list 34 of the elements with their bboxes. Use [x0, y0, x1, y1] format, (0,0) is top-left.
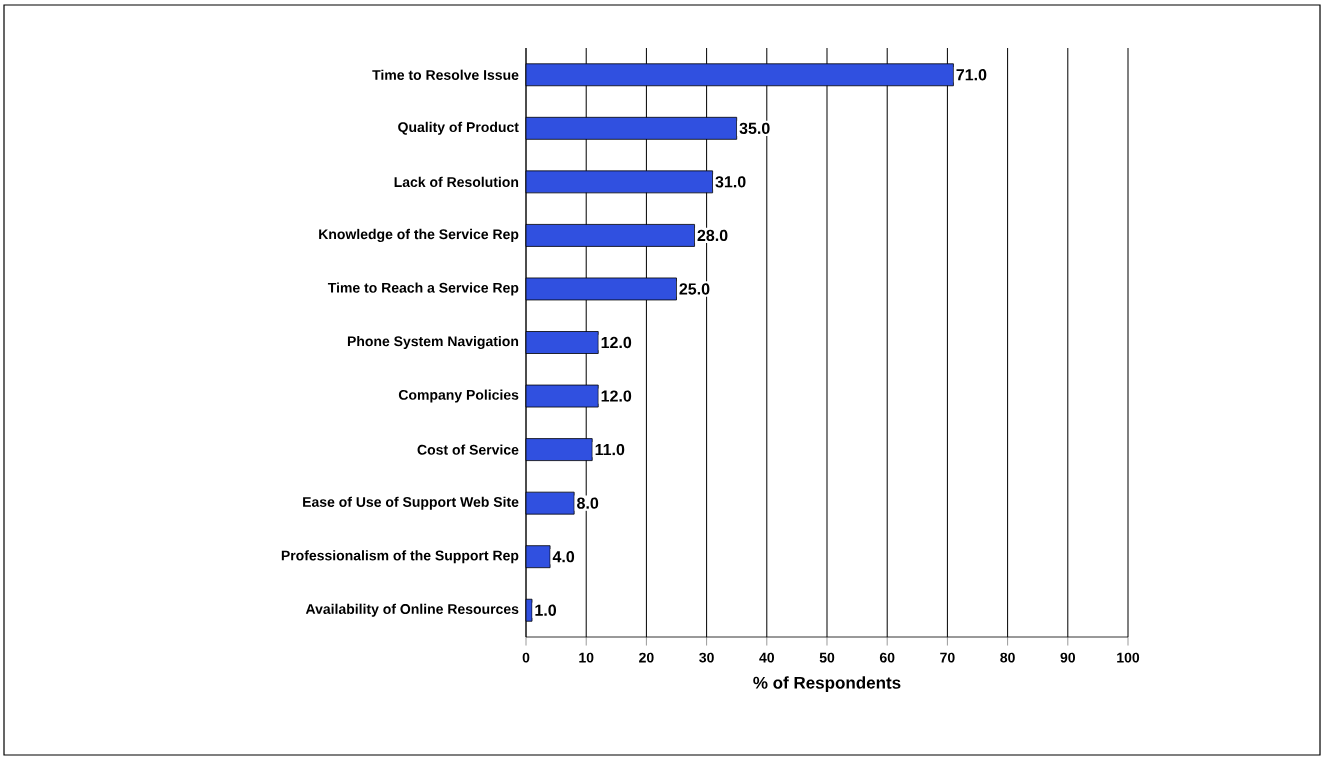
y-tick-label: Knowledge of the Service Rep: [319, 228, 519, 242]
data-label: 71.0: [956, 69, 987, 81]
x-tick-label: 10: [579, 652, 594, 663]
data-label: 8.0: [577, 497, 599, 509]
data-label: 4.0: [552, 551, 575, 563]
data-label: 12.0: [601, 336, 632, 349]
x-axis-title: % of Respondents: [753, 676, 901, 693]
y-tick-label: Quality of Product: [398, 121, 519, 135]
y-tick-label: Time to Reach a Service Rep: [327, 282, 519, 296]
data-label: 31.0: [715, 176, 746, 188]
y-tick-label: Professionalism of the Support Rep: [281, 550, 519, 564]
y-tick-label: Cost of Service: [417, 444, 519, 455]
data-label: 35.0: [739, 122, 770, 135]
data-label: 11.0: [595, 443, 625, 456]
y-tick-label: Ease of Use of Support Web Site: [303, 496, 519, 510]
x-tick-label: 50: [819, 652, 835, 663]
x-tick-label: 30: [699, 652, 714, 663]
x-tick-label: 100: [1117, 652, 1140, 663]
data-label: 25.0: [679, 283, 710, 295]
y-tick-label: Time to Resolve Issue: [372, 69, 519, 80]
y-tick-label: Availability of Online Resources: [305, 603, 519, 617]
y-tick-label: Phone System Navigation: [347, 335, 519, 350]
x-tick-label: 60: [879, 652, 895, 663]
x-tick-label: 40: [759, 652, 775, 663]
data-label: 1.0: [535, 604, 557, 616]
x-tick-label: 80: [1000, 652, 1015, 663]
x-tick-label: 0: [522, 652, 530, 663]
data-label: 28.0: [697, 229, 728, 242]
x-tick-label: 20: [639, 652, 654, 663]
x-tick-label: 70: [940, 652, 955, 663]
y-tick-label: Lack of Resolution: [394, 176, 519, 187]
x-tick-label: 90: [1060, 652, 1076, 663]
y-tick-label: Company Policies: [398, 389, 519, 403]
data-label: 12.0: [601, 390, 632, 402]
